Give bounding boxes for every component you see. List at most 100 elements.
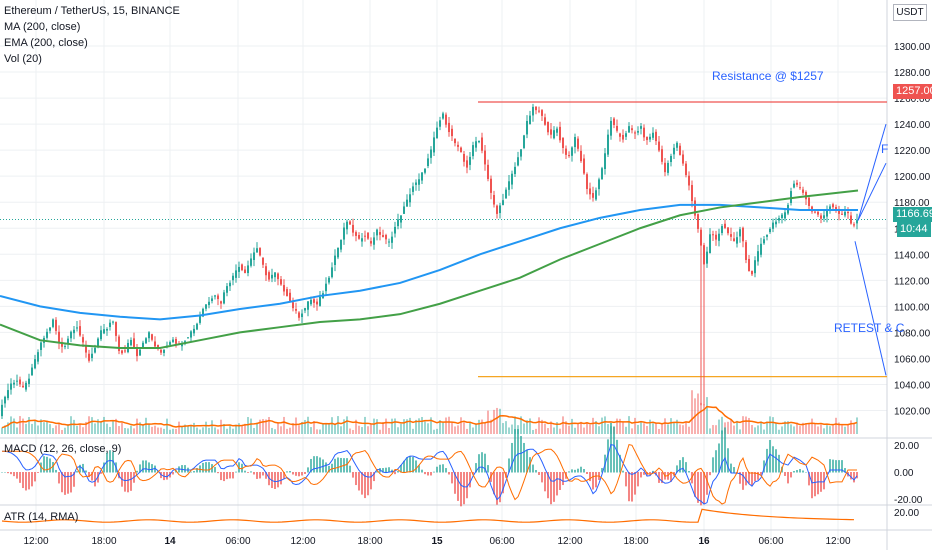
macd-histogram-bar [649, 472, 651, 474]
candle-body [643, 127, 645, 138]
volume-bar [226, 428, 228, 434]
candle [283, 279, 285, 296]
volume-bar [67, 424, 69, 434]
candle-body [619, 133, 621, 137]
indicator-vol-label[interactable]: Vol (20) [4, 53, 42, 65]
volume-bar [163, 428, 165, 434]
macd-histogram-bar [244, 470, 246, 473]
candle-body [520, 149, 522, 157]
candle [52, 318, 54, 329]
volume-bar [175, 428, 177, 434]
candle-body [769, 228, 771, 233]
macd-histogram-bar [382, 468, 384, 473]
indicator-ema-label[interactable]: EMA (200, close) [4, 37, 88, 49]
macd-histogram-bar [541, 472, 543, 483]
volume-bar [187, 425, 189, 434]
candle-body [811, 206, 813, 212]
candle-body [211, 298, 213, 302]
volume-bar [646, 425, 648, 434]
volume-bar [130, 425, 132, 434]
candle [325, 277, 327, 296]
macd-histogram-bar [283, 472, 285, 479]
candle-body [262, 257, 264, 265]
macd-histogram-bar [778, 454, 780, 473]
y-tick-label: 1200.00 [894, 172, 931, 183]
candle-body [703, 245, 705, 265]
volume-bar [289, 427, 291, 434]
candle [628, 122, 630, 133]
candle-body [730, 234, 732, 237]
candle [226, 282, 228, 297]
candle [745, 240, 747, 264]
volume-bar [535, 428, 537, 434]
candle [613, 117, 615, 129]
candle-body [646, 136, 648, 141]
candle [739, 226, 741, 243]
volume-bar [661, 423, 663, 434]
candle [502, 193, 504, 206]
candle [64, 344, 66, 350]
candle [592, 186, 594, 202]
candle [28, 373, 30, 388]
volume-bar [628, 416, 630, 434]
candle [535, 105, 537, 115]
volume-bar [37, 425, 39, 434]
candle [61, 337, 63, 353]
macd-histogram-bar [397, 471, 399, 473]
volume-bar [16, 427, 18, 434]
macd-histogram-bar [289, 471, 291, 473]
candle [373, 232, 375, 250]
volume-bar [268, 417, 270, 434]
candle-body [4, 396, 6, 404]
candle-body [142, 342, 144, 349]
indicator-ma-label[interactable]: MA (200, close) [4, 21, 81, 33]
candle-body [790, 191, 792, 203]
macd-histogram-bar [838, 460, 840, 473]
candle [259, 247, 261, 257]
candle-body [469, 156, 471, 165]
candle-body [61, 342, 63, 347]
volume-bar [814, 423, 816, 434]
macd-histogram-bar [583, 469, 585, 473]
candle-body [226, 286, 228, 293]
macd-histogram-bar [532, 464, 534, 473]
volume-bar [235, 424, 237, 434]
macd-line [2, 444, 858, 505]
volume-bar [856, 417, 858, 434]
candle [244, 266, 246, 274]
volume-bar [811, 418, 813, 434]
macd-histogram-bar [709, 472, 711, 476]
macd-histogram-bar [445, 468, 447, 473]
atr-pane-label[interactable]: ATR (14, RMA) [4, 511, 79, 523]
candle [88, 349, 90, 363]
macd-histogram-bar [748, 472, 750, 484]
macd-pane-label[interactable]: MACD (12, 26, close, 9) [4, 443, 122, 455]
volume-bar [316, 429, 318, 434]
candle [673, 143, 675, 159]
macd-histogram-bar [436, 466, 438, 473]
macd-histogram-bar [697, 472, 699, 503]
macd-histogram-bar [769, 439, 771, 473]
macd-histogram-bar [148, 462, 150, 473]
volume-bar [718, 419, 720, 434]
volume-bar [424, 421, 426, 434]
candle [532, 103, 534, 122]
currency-selector[interactable]: USDT [893, 4, 927, 21]
volume-bar [853, 422, 855, 434]
volume-bar [421, 416, 423, 434]
macd-histogram-bar [733, 467, 735, 473]
candle-body [556, 128, 558, 133]
volume-bar [574, 427, 576, 434]
volume-bar [10, 416, 12, 434]
volume-bar [94, 423, 96, 434]
macd-histogram-bar [745, 472, 747, 486]
candle-body [169, 342, 171, 345]
legend: Ethereum / TetherUS, 15, BINANCE MA (200… [4, 3, 180, 67]
symbol-title[interactable]: Ethereum / TetherUS, 15, BINANCE [4, 5, 180, 17]
candle [724, 219, 726, 230]
candle [10, 378, 12, 395]
candle [562, 136, 564, 154]
volume-bar [121, 422, 123, 434]
